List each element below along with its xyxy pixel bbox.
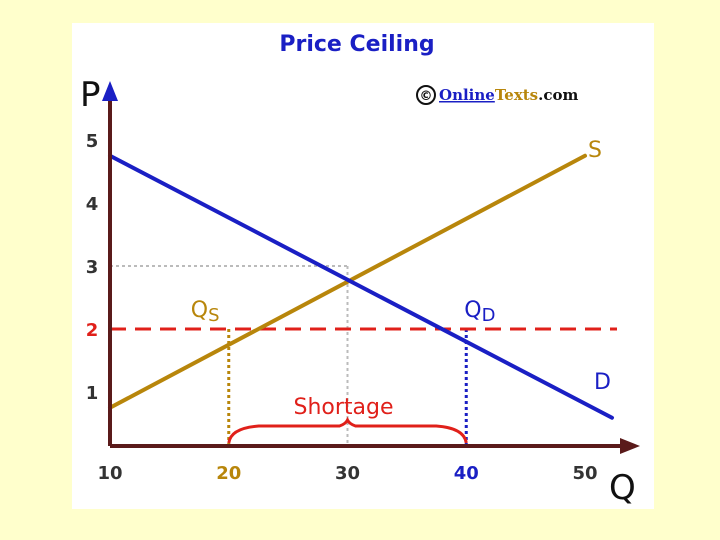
- shortage-brace: [227, 416, 468, 444]
- credit-brand-texts: Texts: [495, 86, 538, 104]
- x-axis-arrowhead: [620, 438, 640, 454]
- svg-text:OnlineTexts.com: OnlineTexts.com: [439, 86, 579, 104]
- quantity-supplied-label: QS: [191, 298, 220, 326]
- y-tick-labels: 1 2 3 4 5: [86, 131, 99, 404]
- credit-watermark: © OnlineTexts.com: [416, 85, 579, 105]
- price-ceiling-chart: Price Ceiling © OnlineTexts.com P Q 1 2 3 4…: [80, 32, 640, 508]
- copyright-symbol: ©: [420, 89, 433, 104]
- y-tick-label: 3: [86, 257, 99, 278]
- demand-curve: [108, 153, 614, 420]
- y-tick-label: 2: [86, 320, 99, 341]
- supply-label: S: [588, 138, 602, 163]
- y-tick-label: 4: [86, 194, 99, 215]
- x-tick-labels: 10 20 30 40 50: [97, 463, 597, 484]
- x-tick-label: 10: [97, 463, 122, 484]
- y-tick-label: 5: [86, 131, 99, 152]
- qd-sub: D: [482, 305, 496, 326]
- credit-suffix: .com: [538, 86, 578, 104]
- y-axis-label: P: [80, 75, 101, 115]
- quantity-demanded-label: QD: [464, 298, 495, 326]
- x-axis-label: Q: [609, 468, 636, 508]
- copyright-icon: [416, 85, 436, 105]
- chart-frame: Price Ceiling © OnlineTexts.com P Q 1 2 3 4…: [72, 23, 654, 509]
- credit-brand: Online: [439, 86, 495, 104]
- y-tick-label: 1: [86, 383, 99, 404]
- chart-title: Price Ceiling: [279, 32, 434, 57]
- qd-main: Q: [464, 298, 481, 323]
- demand-label: D: [594, 370, 611, 395]
- x-tick-label: 30: [335, 463, 360, 484]
- x-tick-label: 40: [454, 463, 479, 484]
- x-tick-label: 50: [572, 463, 597, 484]
- shortage-label: Shortage: [293, 395, 393, 420]
- qs-sub: S: [208, 305, 219, 326]
- y-axis-arrowhead: [102, 81, 118, 101]
- guide-lines: [110, 265, 468, 446]
- qs-main: Q: [191, 298, 208, 323]
- x-tick-label: 20: [216, 463, 241, 484]
